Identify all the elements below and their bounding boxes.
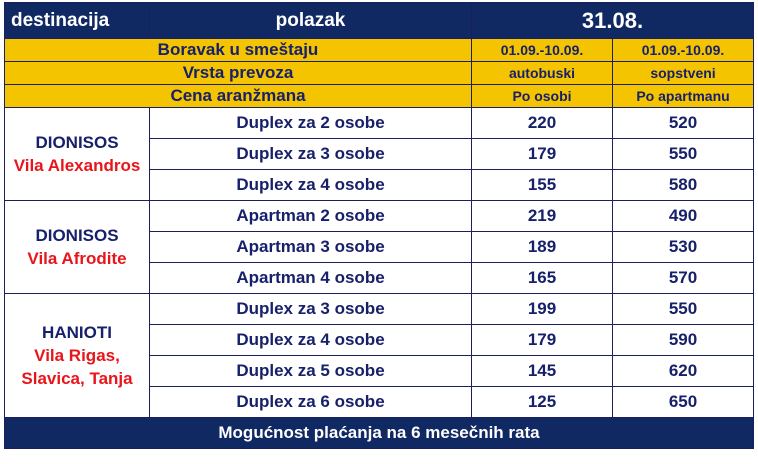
destination-villa-line2: Slavica, Tanja [21,369,133,388]
table-row: Duplex za 4 osobe 155 580 [5,169,755,201]
departure-header: polazak [149,2,472,39]
table-row: Duplex za 5 osobe 145 620 [5,355,755,387]
table-header-row: destinacija polazak 31.08. [4,2,755,39]
stay-label: Boravak u smeštaju [4,38,472,62]
transport-label: Vrsta prevoza [4,61,472,85]
price-per-apartment: 570 [611,262,755,294]
installment-note: Mogućnost plaćanja na 6 mesečnih rata [3,417,755,449]
destination-cell: DIONISOS Vila Alexandros [4,107,150,201]
destination-place: DIONISOS [35,133,119,152]
price-label: Cena aranžmana [4,84,472,108]
price-per-apartment: 620 [611,355,755,387]
destination-cell: HANIOTI Vila Rigas, Slavica, Tanja [4,293,150,418]
destination-header: destinacija [4,2,150,39]
price-per-apartment: 550 [611,293,755,325]
stay-row: Boravak u smeštaju 01.09.-10.09. 01.09.-… [4,38,755,62]
room-type: Duplex za 5 osobe [149,355,472,387]
table-row: DIONISOS Vila Alexandros Duplex za 2 oso… [4,107,755,201]
price-per-person-header: Po osobi [471,84,613,108]
room-type: Duplex za 2 osobe [149,107,472,139]
price-per-person: 219 [471,200,613,232]
price-table: destinacija polazak 31.08. Boravak u sme… [3,2,755,449]
price-per-person: 189 [471,231,613,263]
price-per-apartment: 580 [611,169,755,201]
price-per-person: 179 [471,138,613,170]
price-table-container: destinacija polazak 31.08. Boravak u sme… [3,2,755,449]
footer-row: Mogućnost plaćanja na 6 mesečnih rata [3,417,755,449]
price-per-apartment: 650 [611,386,755,418]
price-per-apartment: 550 [611,138,755,170]
price-per-person: 155 [471,169,613,201]
table-row: Duplex za 4 osobe 179 590 [5,324,755,356]
price-per-person: 220 [471,107,613,139]
price-per-person: 199 [471,293,613,325]
stay-period-bus: 01.09.-10.09. [471,38,613,62]
destination-villa-line1: Vila Rigas, [34,346,120,365]
price-per-person: 165 [471,262,613,294]
departure-date: 31.08. [470,2,755,39]
room-type: Apartman 2 osobe [149,200,472,232]
table-row: Duplex za 3 osobe 179 550 [5,138,755,170]
table-row: DIONISOS Vila Afrodite Apartman 2 osobe … [4,200,755,294]
stay-period-own: 01.09.-10.09. [611,38,755,62]
room-type: Duplex za 6 osobe [149,386,472,418]
room-type: Duplex za 4 osobe [149,324,472,356]
price-per-apartment: 590 [611,324,755,356]
table-row: HANIOTI Vila Rigas, Slavica, Tanja Duple… [4,293,755,418]
transport-row: Vrsta prevoza autobuski sopstveni [4,61,755,85]
room-type: Duplex za 3 osobe [149,293,472,325]
room-type: Duplex za 4 osobe [149,169,472,201]
price-per-apartment-header: Po apartmanu [611,84,755,108]
table-row: Apartman 4 osobe 165 570 [5,262,755,294]
table-row: Apartman 3 osobe 189 530 [5,231,755,263]
price-per-apartment: 520 [611,107,755,139]
transport-own: sopstveni [611,61,755,85]
destination-place: DIONISOS [35,226,119,245]
price-per-person: 125 [471,386,613,418]
price-per-apartment: 530 [611,231,755,263]
room-type: Duplex za 3 osobe [149,138,472,170]
transport-bus: autobuski [471,61,613,85]
destination-villa: Vila Alexandros [13,156,141,175]
room-type: Apartman 4 osobe [149,262,472,294]
price-per-person: 145 [471,355,613,387]
destination-cell: DIONISOS Vila Afrodite [4,200,150,294]
price-per-person: 179 [471,324,613,356]
room-type: Apartman 3 osobe [149,231,472,263]
table-row: Duplex za 6 osobe 125 650 [5,386,755,418]
price-per-apartment: 490 [611,200,755,232]
destination-villa: Vila Afrodite [27,249,127,268]
destination-place: HANIOTI [42,323,112,342]
price-basis-row: Cena aranžmana Po osobi Po apartmanu [4,84,755,108]
